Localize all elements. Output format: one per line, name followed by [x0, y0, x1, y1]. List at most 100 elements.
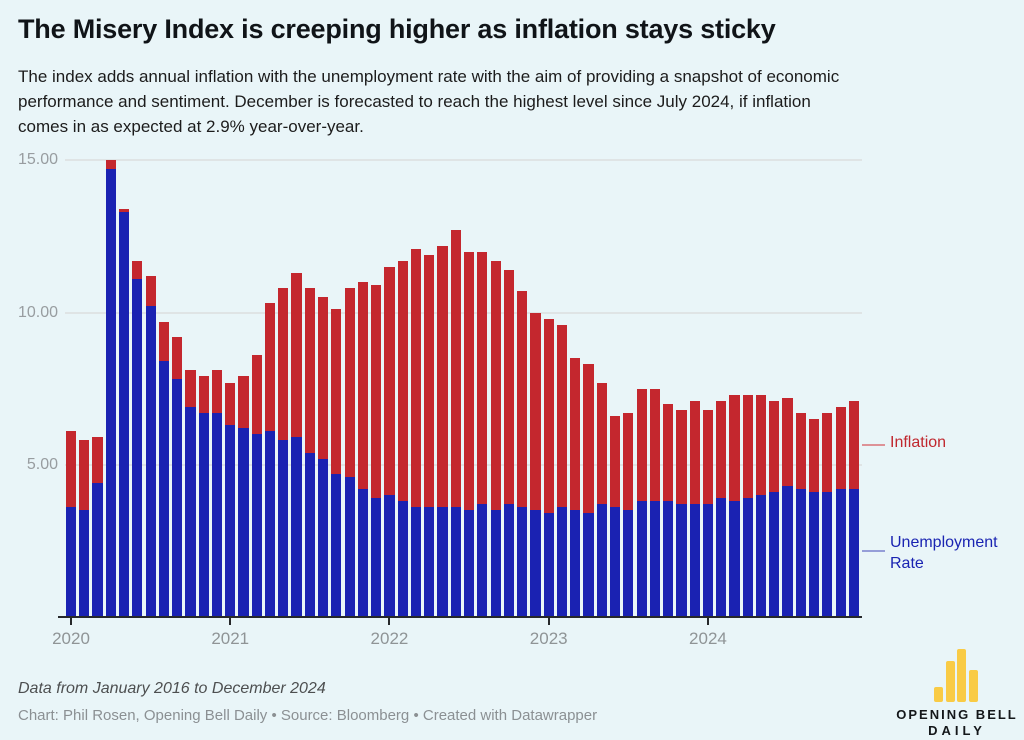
bar-unemployment-2021-08[interactable] — [318, 458, 329, 617]
bar-inflation-2020-10[interactable] — [185, 370, 196, 407]
bar-unemployment-2024-05[interactable] — [755, 495, 767, 617]
bar-unemployment-2021-12[interactable] — [371, 498, 382, 617]
bar-unemployment-2023-04[interactable] — [583, 513, 594, 617]
bar-inflation-2020-09[interactable] — [172, 336, 183, 380]
bar-unemployment-2024-06[interactable] — [769, 492, 780, 617]
bar-unemployment-2021-01[interactable] — [225, 425, 236, 617]
bar-unemployment-2020-02[interactable] — [79, 510, 90, 617]
bar-inflation-2024-04[interactable] — [742, 394, 753, 499]
bar-inflation-2020-01[interactable] — [65, 431, 77, 508]
bar-unemployment-2020-10[interactable] — [185, 406, 196, 617]
bar-unemployment-2023-01[interactable] — [543, 513, 554, 617]
bar-inflation-2020-02[interactable] — [79, 440, 90, 511]
bar-unemployment-2023-02[interactable] — [556, 507, 568, 617]
bar-unemployment-2020-04[interactable] — [105, 169, 116, 617]
bar-unemployment-2021-05[interactable] — [278, 440, 289, 617]
bar-unemployment-2022-06[interactable] — [450, 507, 461, 617]
bar-inflation-2021-06[interactable] — [291, 272, 302, 438]
bar-unemployment-2023-05[interactable] — [596, 504, 607, 617]
bar-unemployment-2021-03[interactable] — [251, 434, 262, 617]
bar-inflation-2020-08[interactable] — [158, 321, 169, 362]
bar-unemployment-2023-10[interactable] — [663, 501, 674, 617]
bar-unemployment-2024-07[interactable] — [782, 486, 793, 617]
bar-unemployment-2021-10[interactable] — [344, 476, 355, 617]
bar-inflation-2023-05[interactable] — [596, 382, 607, 505]
bar-unemployment-2023-09[interactable] — [649, 501, 660, 617]
bar-inflation-2023-09[interactable] — [649, 388, 660, 502]
bar-inflation-2021-10[interactable] — [344, 288, 355, 477]
bar-unemployment-2021-07[interactable] — [304, 452, 315, 617]
bar-inflation-2022-02[interactable] — [397, 260, 408, 502]
bar-unemployment-2022-05[interactable] — [437, 507, 448, 617]
bar-unemployment-2024-03[interactable] — [729, 501, 740, 617]
bar-inflation-2020-11[interactable] — [198, 376, 209, 413]
bar-unemployment-2021-06[interactable] — [291, 437, 302, 617]
bar-unemployment-2024-02[interactable] — [716, 498, 727, 617]
bar-inflation-2024-09[interactable] — [809, 419, 820, 493]
bar-inflation-2020-06[interactable] — [132, 260, 143, 279]
bar-unemployment-2020-08[interactable] — [158, 361, 169, 617]
bar-inflation-2023-03[interactable] — [570, 358, 581, 511]
bar-unemployment-2022-02[interactable] — [397, 501, 408, 617]
bar-unemployment-2020-05[interactable] — [118, 212, 130, 617]
bar-unemployment-2024-10[interactable] — [822, 492, 833, 617]
bar-inflation-2022-08[interactable] — [477, 251, 488, 505]
bar-unemployment-2023-08[interactable] — [636, 501, 647, 617]
bar-unemployment-2020-12[interactable] — [211, 412, 223, 617]
bar-inflation-2021-11[interactable] — [357, 282, 369, 490]
bar-unemployment-2023-12[interactable] — [689, 504, 700, 617]
bar-inflation-2021-04[interactable] — [264, 303, 276, 432]
bar-inflation-2020-04[interactable] — [105, 160, 116, 170]
bar-unemployment-2024-04[interactable] — [742, 498, 753, 617]
bar-inflation-2022-12[interactable] — [530, 312, 541, 511]
bar-inflation-2021-08[interactable] — [318, 297, 329, 459]
bar-inflation-2022-10[interactable] — [503, 269, 514, 505]
bar-inflation-2021-02[interactable] — [238, 376, 249, 429]
bar-inflation-2023-06[interactable] — [609, 416, 621, 508]
bar-unemployment-2021-09[interactable] — [331, 473, 342, 617]
bar-inflation-2021-05[interactable] — [278, 288, 289, 441]
bar-unemployment-2022-11[interactable] — [517, 507, 528, 617]
bar-unemployment-2020-06[interactable] — [132, 279, 143, 617]
bar-unemployment-2022-08[interactable] — [477, 504, 488, 617]
bar-unemployment-2024-01[interactable] — [702, 504, 714, 617]
bar-inflation-2024-07[interactable] — [782, 397, 793, 487]
bar-unemployment-2024-12[interactable] — [848, 489, 860, 617]
bar-inflation-2024-12[interactable] — [848, 400, 860, 490]
bar-unemployment-2022-04[interactable] — [424, 507, 435, 617]
bar-inflation-2024-11[interactable] — [835, 406, 846, 490]
bar-unemployment-2024-08[interactable] — [795, 489, 806, 617]
bar-unemployment-2020-01[interactable] — [65, 507, 77, 617]
bar-inflation-2022-04[interactable] — [424, 254, 435, 508]
bar-inflation-2024-10[interactable] — [822, 412, 833, 493]
bar-inflation-2021-12[interactable] — [371, 285, 382, 499]
bar-inflation-2022-01[interactable] — [384, 266, 395, 496]
bar-inflation-2023-08[interactable] — [636, 388, 647, 502]
bar-inflation-2022-09[interactable] — [490, 260, 501, 511]
bar-inflation-2022-06[interactable] — [450, 230, 461, 508]
bar-inflation-2022-03[interactable] — [410, 248, 422, 508]
bar-inflation-2022-05[interactable] — [437, 245, 448, 508]
bar-inflation-2024-03[interactable] — [729, 394, 740, 502]
bar-inflation-2024-02[interactable] — [716, 400, 727, 499]
bar-unemployment-2022-09[interactable] — [490, 510, 501, 617]
bar-unemployment-2020-07[interactable] — [145, 306, 156, 617]
bar-inflation-2020-12[interactable] — [211, 370, 223, 413]
bar-unemployment-2022-10[interactable] — [503, 504, 514, 617]
bar-unemployment-2023-11[interactable] — [676, 504, 687, 617]
bar-inflation-2023-02[interactable] — [556, 324, 568, 508]
bar-inflation-2024-08[interactable] — [795, 412, 806, 490]
bar-inflation-2023-01[interactable] — [543, 318, 554, 514]
bar-inflation-2021-01[interactable] — [225, 382, 236, 426]
bar-inflation-2024-01[interactable] — [702, 409, 714, 505]
bar-unemployment-2020-09[interactable] — [172, 379, 183, 617]
bar-inflation-2020-07[interactable] — [145, 275, 156, 307]
bar-unemployment-2020-03[interactable] — [92, 483, 103, 617]
bar-inflation-2023-12[interactable] — [689, 400, 700, 505]
bar-inflation-2022-11[interactable] — [517, 291, 528, 508]
bar-unemployment-2022-03[interactable] — [410, 507, 422, 617]
bar-inflation-2024-05[interactable] — [755, 394, 767, 496]
bar-inflation-2023-10[interactable] — [663, 403, 674, 502]
bar-inflation-2020-05[interactable] — [118, 208, 130, 212]
bar-unemployment-2021-02[interactable] — [238, 428, 249, 617]
